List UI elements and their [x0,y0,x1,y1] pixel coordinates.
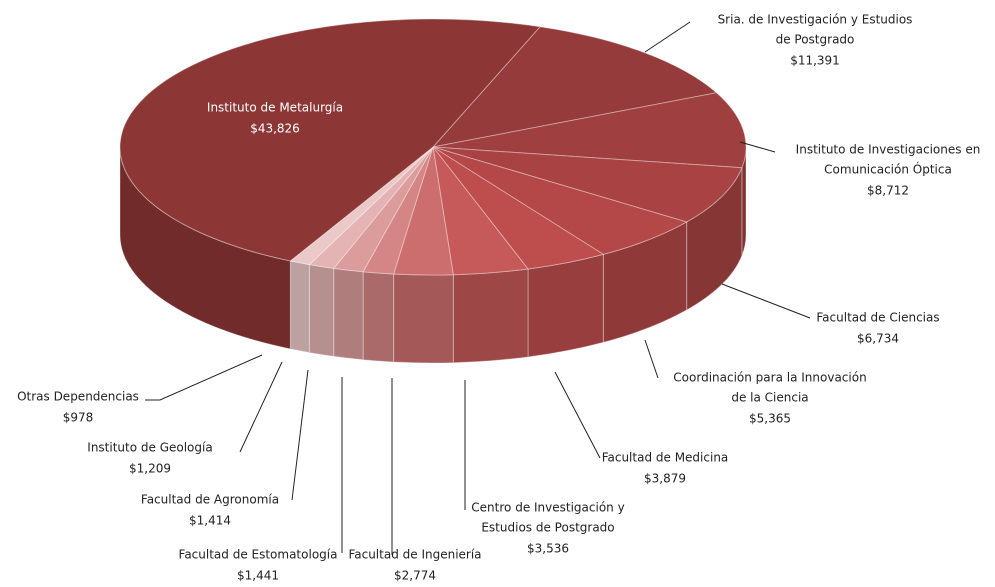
category-label: Sria. de Investigación y Estudios [718,13,913,27]
category-label: Instituto de Geología [87,441,212,455]
slice-side [452,268,529,364]
value-label: $1,414 [189,514,231,528]
slice [119,18,542,262]
slice-side [289,260,310,354]
category-label: Instituto de Investigaciones en [796,143,981,157]
slice [432,92,747,169]
category-label: Instituto de Metalurgía [207,101,343,115]
leader-line [644,21,691,53]
leader-line [721,283,811,319]
category-label: Facultad de Medicina [602,451,729,465]
value-label: $2,774 [394,569,436,583]
category-label: Facultad de Ciencias [816,311,939,325]
value-label: $3,536 [527,542,569,556]
category-label: de la Ciencia [731,391,808,405]
slice-side [393,273,454,364]
value-label: $1,441 [237,569,279,583]
slice [431,26,718,148]
slice-side [362,271,395,363]
slice [432,146,605,270]
category-label: Comunicación Óptica [824,162,952,177]
slice [432,146,688,255]
value-label: $5,365 [749,412,791,426]
slice [432,146,743,223]
category-label: Facultad de Agronomía [141,493,279,507]
category-label: Otras Dependencias [17,390,139,404]
slice [308,146,434,269]
value-label: $3,879 [644,472,686,486]
leader-line [145,354,263,401]
slice [432,146,529,276]
category-label: Centro de Investigación y [471,501,624,515]
value-label: $8,712 [867,184,909,198]
leader-line [291,369,309,501]
value-label: $11,391 [790,54,840,68]
slice [332,146,434,273]
leader-line [739,141,776,153]
leader-line [239,361,283,453]
slice [289,146,434,266]
value-label: $43,826 [250,122,300,136]
category-label: Estudios de Postgrado [481,521,614,535]
value-label: $978 [63,411,94,425]
value-label: $1,209 [129,462,171,476]
category-label: de Postgrado [776,33,855,47]
leader-line [554,371,601,459]
value-label: $6,734 [857,332,899,346]
slice [392,146,454,276]
category-label: Facultad de Ingeniería [348,548,481,562]
slice [362,146,434,275]
slice-side [333,267,364,361]
slice-side [308,264,335,357]
slice-side [527,253,604,358]
category-label: Coordinación para la Innovación [673,371,866,385]
category-label: Facultad de Estomatología [179,548,338,562]
leader-line [644,339,659,379]
